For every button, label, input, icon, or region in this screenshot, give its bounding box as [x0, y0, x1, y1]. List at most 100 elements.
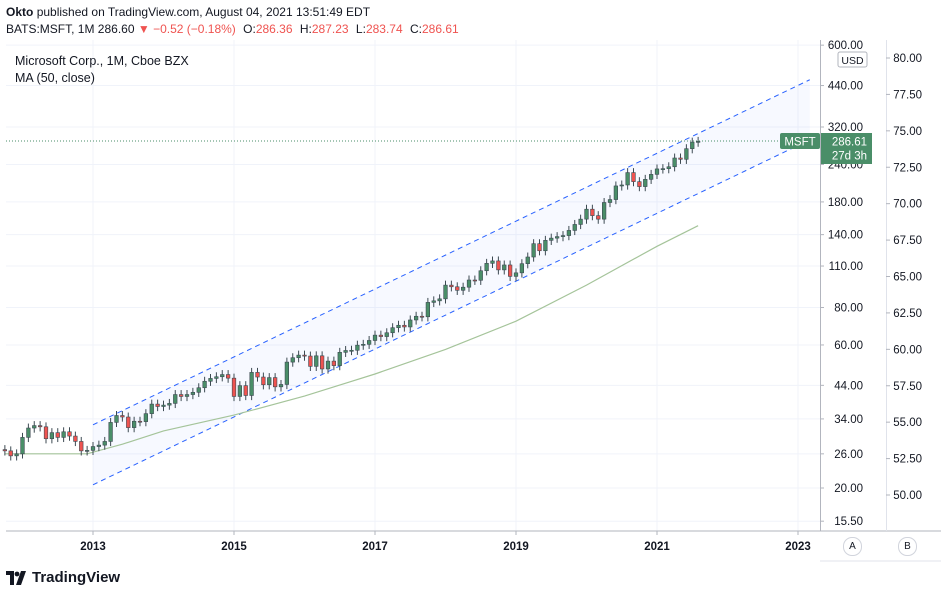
candle-body: [378, 334, 383, 337]
candle-body: [372, 334, 378, 341]
candle: [466, 275, 472, 292]
candle: [61, 427, 66, 443]
publish-text: published on TradingView.com, August 04,…: [36, 5, 371, 19]
candle: [278, 379, 284, 392]
low-value: 283.74: [365, 22, 403, 36]
candle: [355, 340, 360, 355]
candle-body: [525, 256, 530, 264]
candle: [560, 231, 566, 242]
candle: [2, 445, 7, 456]
candle-body: [296, 354, 301, 359]
candle-body: [208, 378, 213, 382]
candle: [102, 436, 107, 450]
candle: [184, 390, 190, 402]
candle: [202, 376, 207, 393]
candle-body: [502, 264, 507, 271]
secondary-price-axis: 80.00 77.50 75.00 72.50 70.00 67.50 65.00 62.50…: [886, 53, 922, 502]
candle-body: [496, 260, 501, 271]
candle: [696, 136, 701, 147]
candle: [690, 137, 695, 154]
candle: [220, 370, 225, 382]
candle-body: [243, 385, 248, 396]
candle-body: [508, 264, 513, 277]
candle: [478, 266, 483, 285]
price-tick-label: 110.00: [829, 261, 863, 273]
candle: [531, 239, 536, 262]
secondary-tick-label: 52.50: [893, 454, 922, 466]
candle-body: [690, 141, 695, 149]
candle-body: [267, 377, 272, 386]
candle: [108, 417, 113, 447]
auto-scale-button[interactable]: A: [843, 537, 862, 556]
candle-body: [384, 332, 389, 337]
candle: [325, 356, 331, 374]
candle-body: [55, 432, 60, 438]
candle: [543, 235, 548, 256]
candle: [390, 323, 395, 338]
candle-body: [678, 157, 683, 160]
candle: [613, 181, 618, 205]
candle-body: [278, 384, 284, 388]
candle: [537, 239, 542, 256]
tradingview-logo-icon: [6, 570, 26, 585]
currency-box: [837, 51, 868, 68]
candle: [490, 256, 495, 268]
candle-body: [173, 394, 178, 404]
candle-body: [431, 300, 436, 303]
candle: [120, 411, 125, 422]
b-scale-button[interactable]: B: [898, 537, 917, 556]
secondary-tick-label: 50.00: [893, 490, 922, 502]
candle: [484, 258, 489, 276]
candle: [384, 328, 389, 342]
secondary-tick-label: 60.00: [893, 344, 922, 356]
candle: [38, 421, 43, 432]
candle-body: [161, 404, 166, 407]
candle: [578, 214, 583, 230]
candle: [349, 345, 354, 356]
candle: [525, 252, 530, 269]
candle: [126, 412, 131, 433]
candle-body: [102, 441, 107, 446]
candle: [502, 260, 507, 275]
candle: [508, 260, 513, 282]
candle: [55, 428, 60, 443]
candle-body: [414, 315, 419, 321]
candle: [143, 409, 148, 427]
candle: [96, 440, 101, 452]
candle-body: [220, 374, 225, 378]
last-price: 286.60: [97, 22, 135, 36]
candle-body: [108, 422, 113, 442]
time-tick-label: 2013: [80, 541, 106, 553]
candle-body: [672, 157, 677, 168]
open-label: O:: [243, 22, 256, 36]
candle: [637, 177, 642, 192]
candle: [519, 259, 524, 278]
candle-body: [237, 385, 242, 397]
candle: [660, 164, 665, 174]
candle: [226, 370, 231, 383]
candle-body: [249, 372, 254, 396]
candle-body: [455, 286, 460, 291]
price-tick-label: 60.00: [834, 340, 863, 352]
candle: [684, 144, 689, 164]
candle: [331, 356, 336, 371]
channel-lower-line: [92, 139, 810, 486]
candle-body: [643, 179, 648, 187]
candle: [67, 427, 72, 441]
secondary-tick-label: 67.50: [893, 235, 922, 247]
candle-body: [90, 446, 96, 451]
candle-body: [361, 344, 366, 346]
candle-body: [419, 315, 425, 318]
candle: [419, 311, 425, 322]
bar-countdown: 27d 3h: [832, 151, 867, 163]
open-value: 286.36: [255, 22, 293, 36]
secondary-tick-label: 65.00: [893, 272, 922, 284]
candle-body: [466, 279, 472, 288]
tradingview-logo[interactable]: TradingView: [6, 569, 120, 586]
candle: [513, 268, 519, 282]
candle: [555, 232, 560, 243]
candle-body: [513, 272, 519, 277]
price-tick-label: 600.00: [828, 40, 863, 52]
secondary-tick-label: 75.00: [893, 126, 922, 138]
